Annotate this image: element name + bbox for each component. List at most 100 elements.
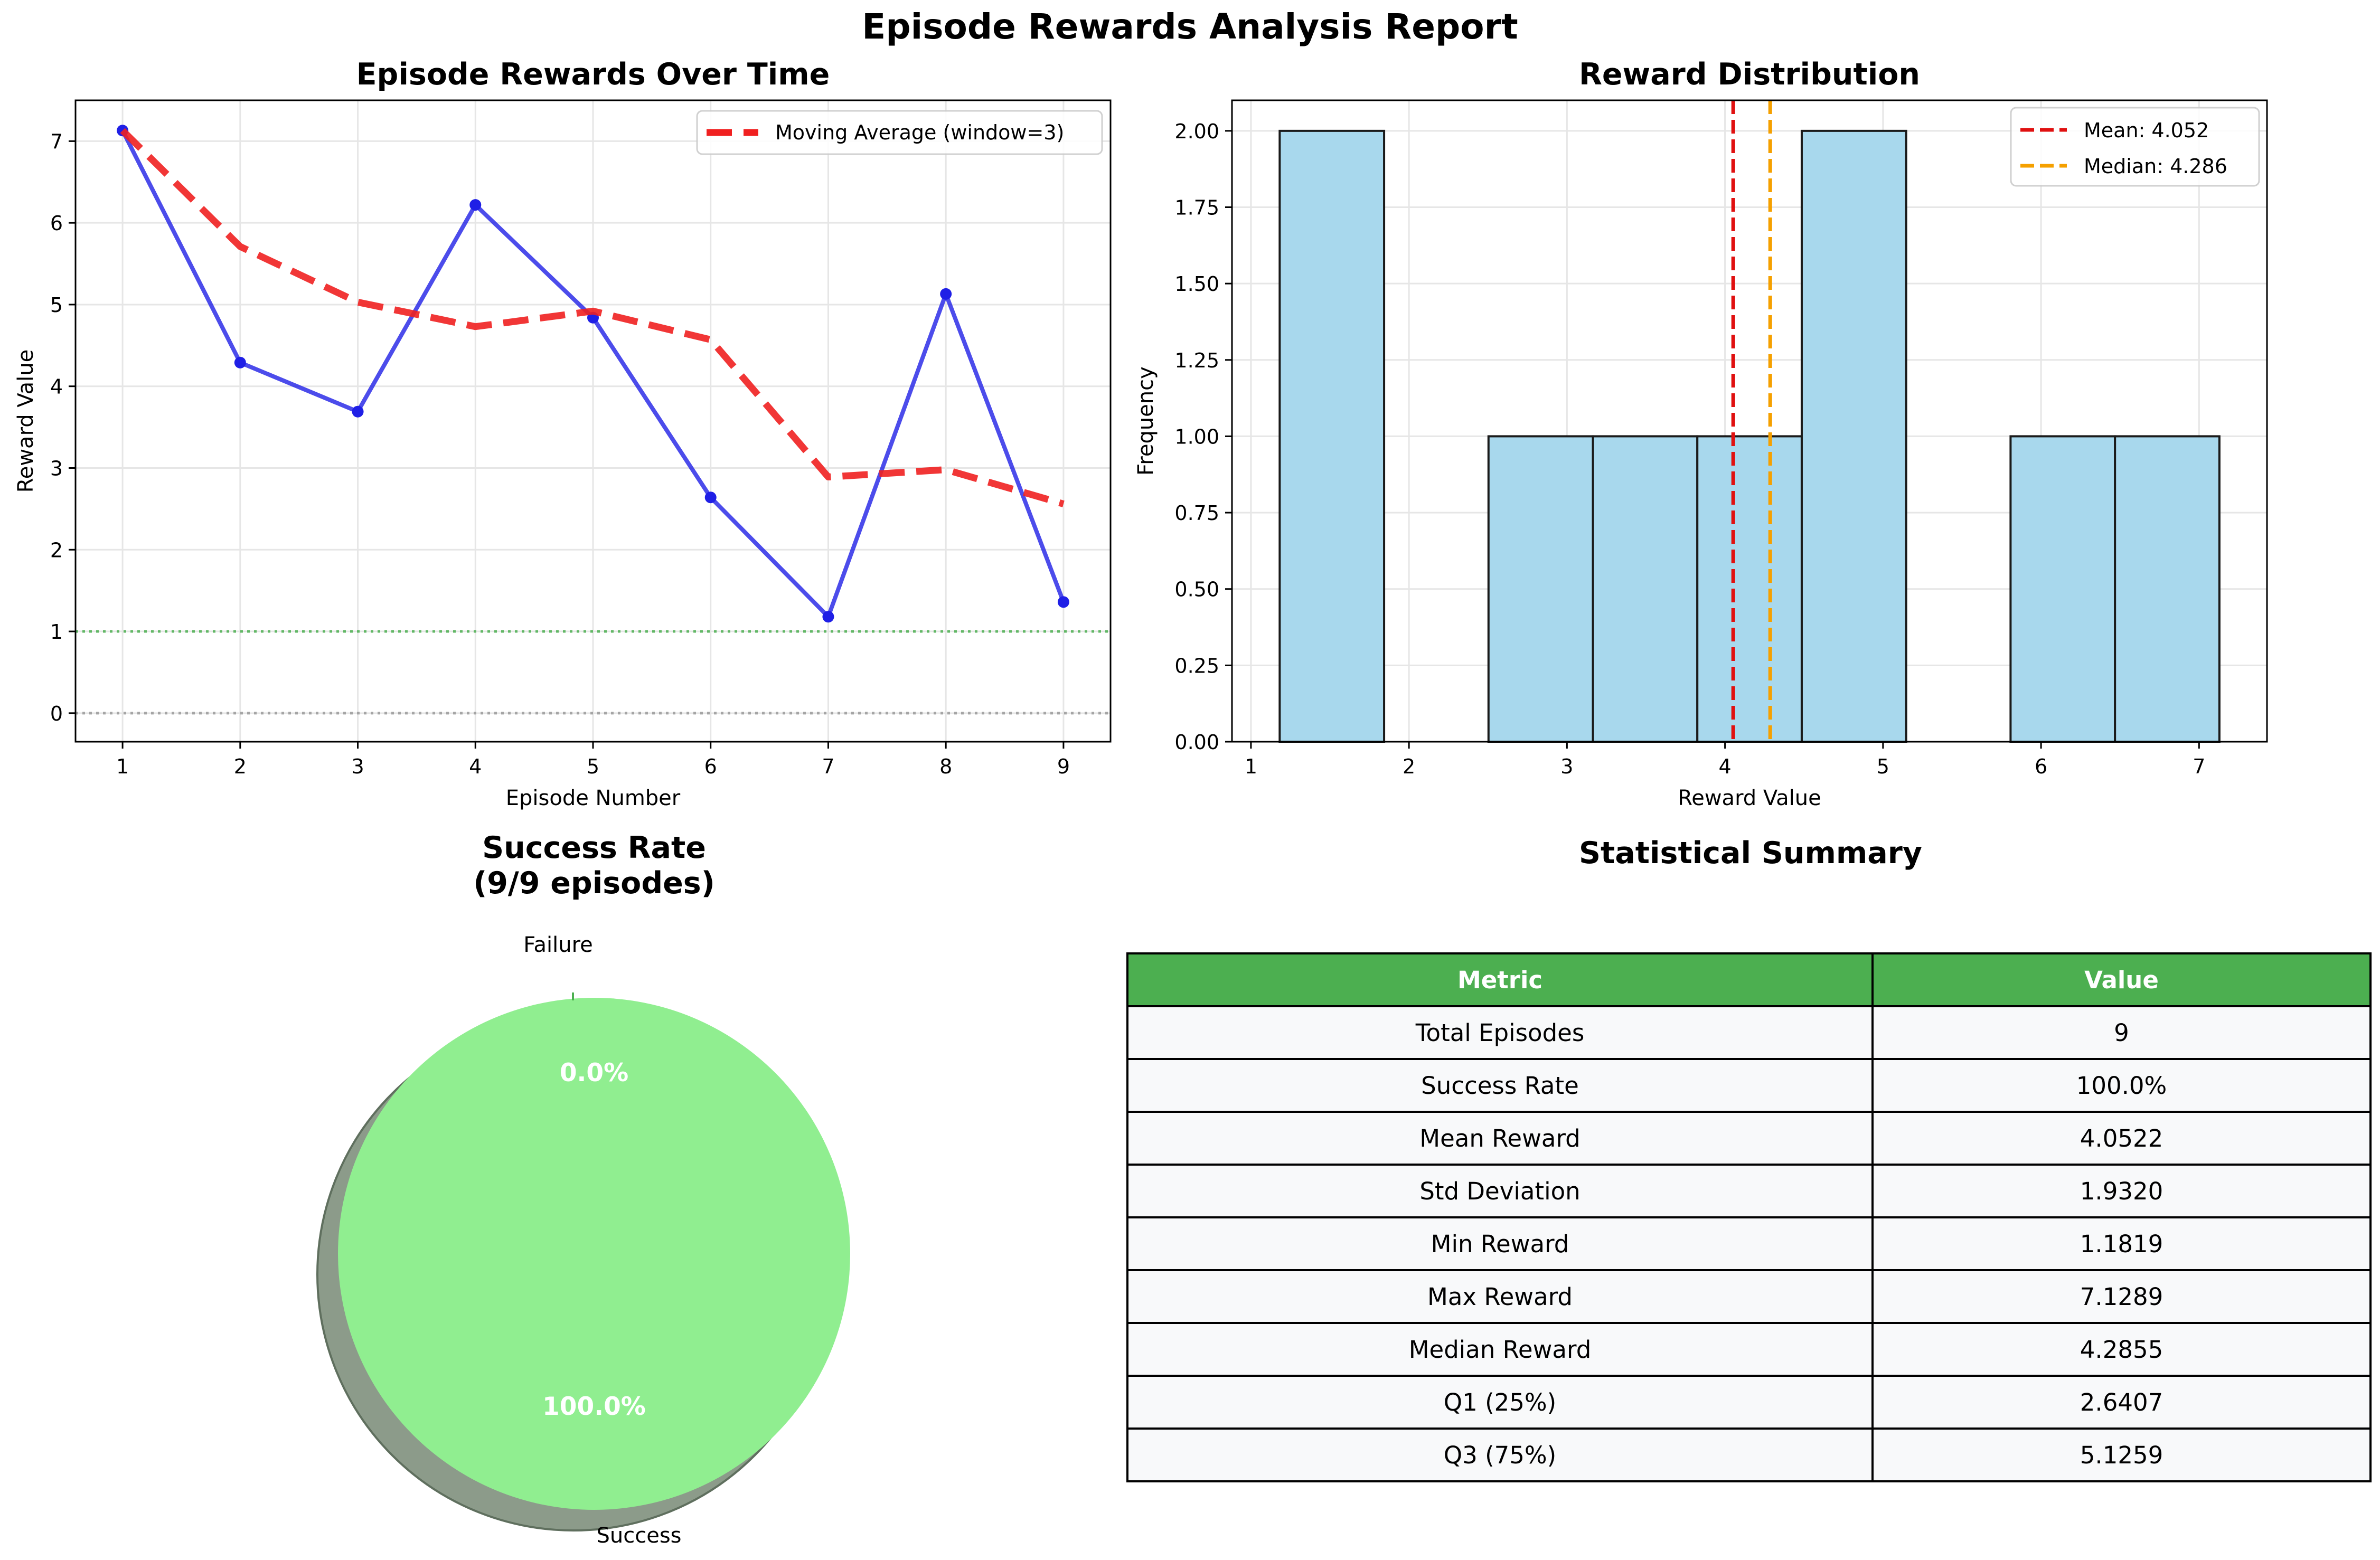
pie-slice-success (338, 998, 850, 1510)
chart-title: Reward Distribution (1579, 57, 1920, 92)
y-tick-label: 2.00 (1174, 120, 1219, 143)
table-cell: 7.1289 (1871, 1269, 2372, 1324)
table-header-row: Metric Value (1126, 952, 2372, 1007)
x-tick-label: 5 (587, 755, 599, 778)
histogram-bar (1592, 435, 1699, 743)
table-cell: Mean Reward (1126, 1111, 1874, 1166)
x-tick-label: 7 (822, 755, 834, 778)
y-tick-label: 0.50 (1174, 578, 1219, 601)
y-tick-label: 0.75 (1174, 502, 1219, 525)
legend: Mean: 4.052 Median: 4.286 (2010, 107, 2260, 187)
y-tick-label: 3 (50, 457, 63, 480)
x-tick-label: 6 (2035, 755, 2047, 778)
table-row: Max Reward 7.1289 (1126, 1269, 2372, 1324)
histogram-bar (2114, 435, 2221, 743)
chart-title-line1: Success Rate (482, 830, 706, 865)
table-row: Std Deviation 1.9320 (1126, 1164, 2372, 1218)
x-tick-label: 2 (1403, 755, 1415, 778)
x-tick-label: 3 (351, 755, 364, 778)
reward-point (234, 356, 246, 368)
legend-box (2010, 107, 2260, 187)
reward-point (469, 199, 482, 211)
legend-label: Moving Average (window=3) (775, 121, 1064, 144)
table-cell: 4.0522 (1871, 1111, 2372, 1166)
table-cell: 1.9320 (1871, 1164, 2372, 1218)
x-tick-label: 3 (1560, 755, 1573, 778)
x-axis-label: Reward Value (1678, 786, 1821, 810)
pie-pct-label: 0.0% (560, 1058, 628, 1088)
histogram-bar (1696, 435, 1803, 743)
table-cell: 1.1819 (1871, 1216, 2372, 1271)
rewards-over-time-chart: 1 2 3 4 5 6 7 8 9 0 1 2 3 4 5 6 7 Episode Rewards Over Ti… (14, 57, 1112, 810)
x-tick-label: 1 (1245, 755, 1257, 778)
x-tick-label: 8 (939, 755, 952, 778)
table-cell: 2.6407 (1871, 1375, 2372, 1430)
legend-box (696, 110, 1103, 155)
y-tick-label: 1.50 (1174, 272, 1219, 296)
y-tick-label: 0 (50, 702, 63, 725)
y-tick-label: 0.00 (1174, 731, 1219, 754)
y-tick-label: 2 (50, 538, 63, 562)
y-tick-label: 0.25 (1174, 654, 1219, 677)
table-cell: Q3 (75%) (1126, 1427, 1874, 1482)
table-row: Median Reward 4.2855 (1126, 1322, 2372, 1377)
table-cell: 100.0% (1871, 1058, 2372, 1113)
report-title: Episode Rewards Analysis Report (862, 6, 1518, 47)
reward-point (940, 288, 952, 300)
reward-point (822, 611, 834, 623)
reward-point (704, 491, 717, 504)
y-axis-label: Frequency (1134, 366, 1158, 476)
table-header-cell: Metric (1126, 952, 1874, 1007)
table-cell: Max Reward (1126, 1269, 1874, 1324)
histogram-bar (1800, 129, 1907, 743)
table-cell: 9 (1871, 1005, 2372, 1060)
x-tick-label: 5 (1877, 755, 1889, 778)
table-cell: Min Reward (1126, 1216, 1874, 1271)
plot-frame (1231, 99, 2268, 743)
y-tick-label: 7 (50, 130, 63, 153)
pie-slice-label: Success (596, 1524, 681, 1548)
y-tick-label: 1 (50, 620, 63, 644)
x-tick-label: 2 (234, 755, 247, 778)
y-tick-label: 4 (50, 375, 63, 399)
x-tick-label: 4 (469, 755, 482, 778)
moving-average-line (120, 128, 1065, 507)
table-row: Min Reward 1.1819 (1126, 1216, 2372, 1271)
table-row: Success Rate 100.0% (1126, 1058, 2372, 1113)
chart-title: Episode Rewards Over Time (356, 57, 830, 92)
table-cell: Success Rate (1126, 1058, 1874, 1113)
x-tick-label: 4 (1719, 755, 1732, 778)
pie-slice-label: Failure (523, 933, 593, 957)
x-tick-label: 6 (704, 755, 717, 778)
reward-point (1057, 596, 1069, 608)
table-cell: 5.1259 (1871, 1427, 2372, 1482)
table-row: Mean Reward 4.0522 (1126, 1111, 2372, 1166)
table-cell: Q1 (25%) (1126, 1375, 1874, 1430)
y-tick-label: 1.75 (1174, 196, 1219, 220)
histogram-bar (2009, 435, 2116, 743)
statistical-summary-table: Metric Value Total Episodes 9 Success Rate 1… (1126, 952, 2372, 1482)
x-tick-label: 9 (1057, 755, 1070, 778)
chart-title-line2: (9/9 episodes) (473, 866, 715, 901)
y-tick-label: 1.25 (1174, 349, 1219, 372)
table-cell: Median Reward (1126, 1322, 1874, 1377)
histogram-bar (1278, 129, 1386, 743)
y-tick-label: 5 (50, 294, 63, 317)
success-rate-pie-chart: Success Rate(9/9 episodes) 0.0% 100.0% Fail… (316, 830, 850, 1548)
pie-pct-label: 100.0% (542, 1392, 646, 1421)
table-cell: Total Episodes (1126, 1005, 1874, 1060)
table-row: Q1 (25%) 2.6407 (1126, 1375, 2372, 1430)
reward-point (352, 405, 364, 418)
table-cell: Std Deviation (1126, 1164, 1874, 1218)
table-row: Q3 (75%) 5.1259 (1126, 1427, 2372, 1482)
y-tick-label: 6 (50, 212, 63, 235)
legend: Moving Average (window=3) (696, 110, 1103, 155)
table-row: Total Episodes 9 (1126, 1005, 2372, 1060)
x-tick-label: 7 (2193, 755, 2205, 778)
y-axis-label: Reward Value (14, 349, 38, 493)
histogram-bar (1487, 435, 1594, 743)
x-axis-label: Episode Number (506, 786, 681, 810)
legend-label: Median: 4.286 (2084, 155, 2227, 178)
x-tick-label: 1 (116, 755, 129, 778)
